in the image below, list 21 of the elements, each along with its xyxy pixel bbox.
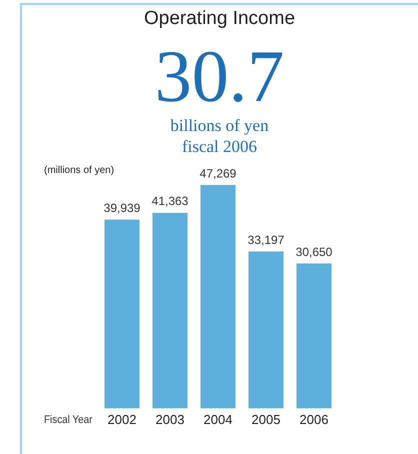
data-label: 39,939 bbox=[104, 200, 141, 215]
x-tick-label: 2004 bbox=[204, 412, 232, 427]
data-label: 30,650 bbox=[296, 244, 333, 259]
x-tick-label: 2006 bbox=[300, 412, 328, 427]
bar bbox=[248, 252, 284, 408]
bar bbox=[104, 220, 140, 408]
x-tick-label: 2005 bbox=[252, 412, 280, 427]
data-label: 33,197 bbox=[248, 232, 285, 247]
data-label: 41,363 bbox=[152, 194, 189, 208]
y-axis-title: (millions of yen) bbox=[44, 165, 114, 176]
bar bbox=[152, 212, 188, 408]
x-tick-label: 2003 bbox=[156, 412, 184, 427]
bar bbox=[200, 185, 236, 408]
text: 30.7 bbox=[154, 36, 286, 118]
text: billions of yen bbox=[169, 116, 270, 136]
x-tick-label: 2002 bbox=[108, 412, 136, 427]
chart-title: Operating Income bbox=[142, 8, 296, 30]
data-label: 47,269 bbox=[200, 166, 237, 180]
bar bbox=[296, 264, 332, 408]
text: fiscal 2006 bbox=[180, 137, 258, 157]
x-axis-title: Fiscal Year bbox=[44, 414, 92, 426]
